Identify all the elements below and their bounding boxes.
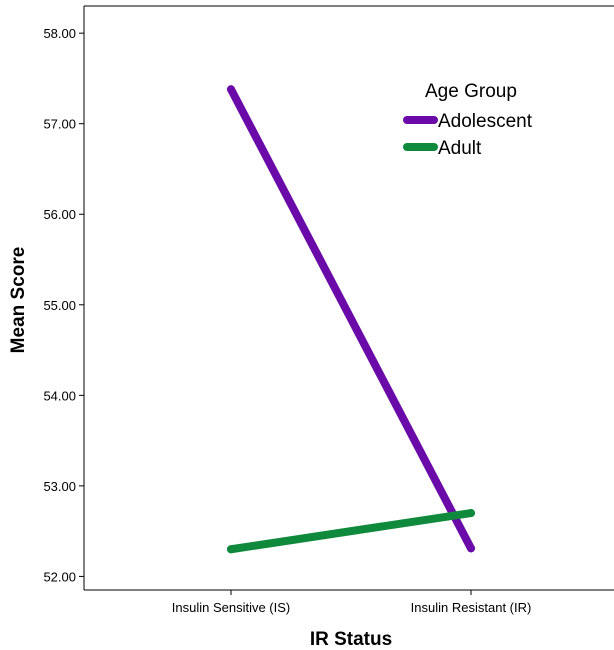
- y-tick-label: 55.00: [43, 298, 76, 313]
- x-axis-title: IR Status: [310, 629, 392, 650]
- legend: Age Group Adolescent Adult: [403, 81, 533, 159]
- data-point-adolescent: [467, 544, 475, 553]
- y-tick-label: 53.00: [43, 479, 76, 494]
- x-axis: Insulin Sensitive (IS) Insulin Resistant …: [172, 590, 532, 615]
- series-line-adolescent: [227, 85, 475, 553]
- data-point-adolescent: [227, 85, 235, 94]
- data-point-adult: [227, 545, 235, 554]
- data-point-adult: [467, 509, 475, 518]
- y-tick-label: 56.00: [43, 207, 76, 222]
- y-tick-label: 57.00: [43, 117, 76, 132]
- y-tick-label: 58.00: [43, 26, 76, 41]
- x-tick-label: Insulin Resistant (IR): [411, 600, 532, 615]
- plot-frame: [83, 5, 614, 591]
- legend-items: Adolescent Adult: [403, 111, 533, 159]
- y-tick-label: 52.00: [43, 569, 76, 584]
- y-axis-title: Mean Score: [8, 247, 29, 354]
- x-tick-label: Insulin Sensitive (IS): [172, 600, 291, 615]
- legend-title: Age Group: [425, 81, 517, 102]
- series-line-adult: [227, 509, 475, 554]
- legend-label-adult: Adult: [438, 138, 482, 159]
- y-axis: 52.00 53.00 54.00 55.00 56.00 57.00 58.00: [43, 26, 84, 584]
- legend-label-adolescent: Adolescent: [438, 111, 533, 132]
- y-tick-label: 54.00: [43, 388, 76, 403]
- series-layer: [227, 85, 475, 554]
